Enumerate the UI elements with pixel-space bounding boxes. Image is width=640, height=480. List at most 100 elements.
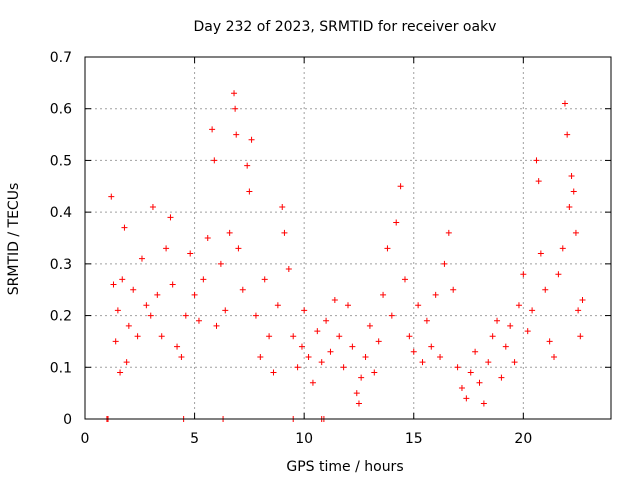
data-point <box>568 172 575 179</box>
data-point <box>294 364 301 371</box>
data-point <box>244 162 251 169</box>
data-point <box>266 333 273 340</box>
data-point <box>314 328 321 335</box>
plot-frame <box>84 56 612 420</box>
data-point <box>345 302 351 309</box>
data-point <box>476 379 483 386</box>
data-point <box>393 219 400 226</box>
data-point <box>570 188 577 195</box>
data-point <box>572 229 579 236</box>
data-point <box>366 322 373 329</box>
y-tick-label: 0.3 <box>50 257 72 273</box>
data-point <box>353 390 360 397</box>
data-point <box>110 281 117 288</box>
data-point <box>432 291 439 298</box>
data-point <box>121 224 128 231</box>
data-point <box>117 369 124 376</box>
y-tick-label: 0.4 <box>50 205 72 221</box>
data-point <box>169 281 176 288</box>
data-point <box>533 157 540 164</box>
data-point <box>123 359 130 366</box>
y-tick-label: 0.5 <box>50 153 72 169</box>
data-point <box>149 203 156 210</box>
data-point <box>349 343 356 350</box>
data-point <box>520 271 527 278</box>
data-point <box>336 333 343 340</box>
data-point <box>143 302 150 309</box>
data-point <box>419 359 426 366</box>
data-point <box>559 245 566 252</box>
data-point <box>331 297 338 304</box>
x-tick-label: 0 <box>81 431 90 447</box>
data-point <box>114 307 121 314</box>
data-point <box>130 286 137 293</box>
data-point <box>579 297 586 304</box>
data-point <box>498 374 505 381</box>
data-point <box>274 302 281 309</box>
data-point <box>502 343 509 350</box>
x-tick-label: 20 <box>514 431 532 447</box>
data-point <box>463 395 470 402</box>
data-point <box>119 276 126 283</box>
data-point <box>187 250 194 257</box>
data-point <box>472 348 479 355</box>
data-point <box>566 203 573 210</box>
data-point <box>209 126 216 133</box>
data-point <box>290 333 297 340</box>
data-point <box>301 307 308 314</box>
data-point <box>561 100 568 107</box>
data-point <box>261 276 268 283</box>
data-point <box>108 193 115 200</box>
data-point <box>355 400 362 407</box>
data-point <box>112 338 119 345</box>
data-point <box>441 260 448 267</box>
data-point <box>178 353 185 360</box>
data-point <box>401 276 408 283</box>
data-point <box>410 348 417 355</box>
data-point <box>211 157 218 164</box>
data-point <box>231 90 238 97</box>
data-point <box>232 105 239 112</box>
data-point <box>285 266 292 273</box>
data-point <box>191 291 198 298</box>
data-point <box>281 229 288 236</box>
data-point <box>480 400 487 407</box>
data-point <box>222 307 229 314</box>
data-point <box>279 203 286 210</box>
data-point <box>358 374 365 381</box>
data-point <box>494 317 501 324</box>
y-axis-ticks: 0 0.1 0.2 0.3 0.4 0.5 0.6 0.7 <box>50 50 611 428</box>
data-point <box>204 235 211 241</box>
data-point <box>450 286 457 293</box>
data-point <box>485 359 492 366</box>
data-point <box>239 286 246 293</box>
y-tick-label: 0.1 <box>50 360 72 376</box>
chart-title: Day 232 of 2023, SRMTID for receiver oak… <box>194 19 497 35</box>
data-point <box>305 353 312 360</box>
data-point <box>467 369 474 376</box>
x-axis-ticks: 0 5 10 15 20 <box>81 57 532 447</box>
data-point <box>375 338 382 345</box>
data-point <box>406 333 413 340</box>
y-tick-label: 0.6 <box>50 102 72 118</box>
data-point <box>217 260 224 267</box>
data-point <box>437 353 444 360</box>
data-point <box>542 286 549 293</box>
data-point <box>125 322 132 329</box>
data-point <box>167 214 174 221</box>
data-point <box>384 245 391 252</box>
x-tick-label: 10 <box>295 431 313 447</box>
data-point <box>551 353 558 360</box>
data-point <box>195 317 202 324</box>
y-tick-label: 0.2 <box>50 309 72 325</box>
data-point <box>529 307 536 314</box>
data-point <box>318 359 325 366</box>
data-point <box>235 245 242 252</box>
data-point <box>147 312 154 319</box>
data-point <box>577 333 584 340</box>
data-point <box>507 322 514 329</box>
data-point <box>154 291 161 298</box>
data-point <box>515 302 522 309</box>
data-point <box>458 384 465 391</box>
